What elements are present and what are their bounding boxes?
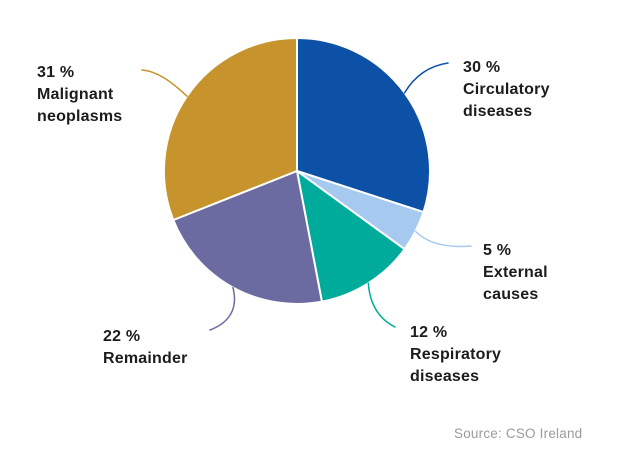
slice-label-external-causes: 5 % External causes (483, 242, 548, 303)
slice-label-respiratory-diseases: 12 % Respiratory diseases (410, 324, 502, 385)
leader-line-circulatory-diseases (403, 62, 449, 94)
slice-label-malignant-neoplasms: 31 % Malignant neoplasms (37, 64, 123, 125)
slice-label-remainder: 22 % Remainder (103, 328, 188, 367)
leader-line-remainder (209, 286, 236, 331)
leader-line-malignant-neoplasms (141, 69, 188, 97)
leader-line-external-causes (414, 230, 472, 248)
slice-label-circulatory-diseases: 30 % Circulatory diseases (463, 59, 550, 120)
leader-line-respiratory-diseases (367, 282, 396, 328)
source-caption: Source: CSO Ireland (454, 426, 583, 441)
